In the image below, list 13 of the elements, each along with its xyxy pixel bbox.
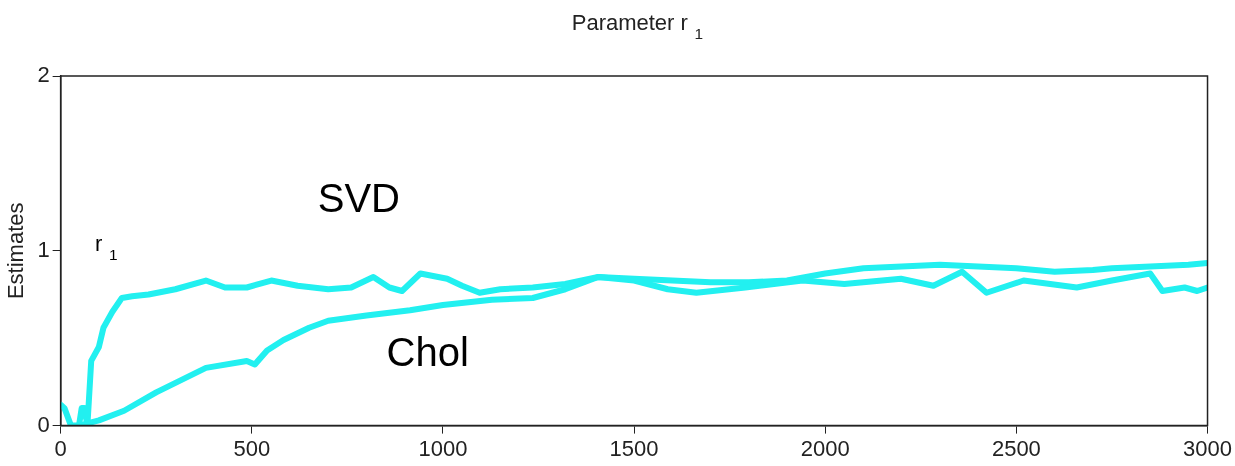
x-tick-label: 3000 <box>1183 435 1233 461</box>
series-label: SVD <box>317 176 400 221</box>
x-tick-label: 2500 <box>991 435 1041 461</box>
y-tick-label: 2 <box>37 62 50 88</box>
y-axis-title: Estimates <box>3 202 29 300</box>
y-tick-label: 1 <box>37 236 50 262</box>
x-tick-label: 0 <box>54 435 67 461</box>
y-tick-label: 0 <box>37 411 50 437</box>
x-tick-label: 2000 <box>800 435 850 461</box>
series-label: Chol <box>386 330 469 375</box>
x-tick-label: 1000 <box>418 435 468 461</box>
x-tick-label: 1500 <box>609 435 659 461</box>
x-tick-label: 500 <box>233 435 271 461</box>
